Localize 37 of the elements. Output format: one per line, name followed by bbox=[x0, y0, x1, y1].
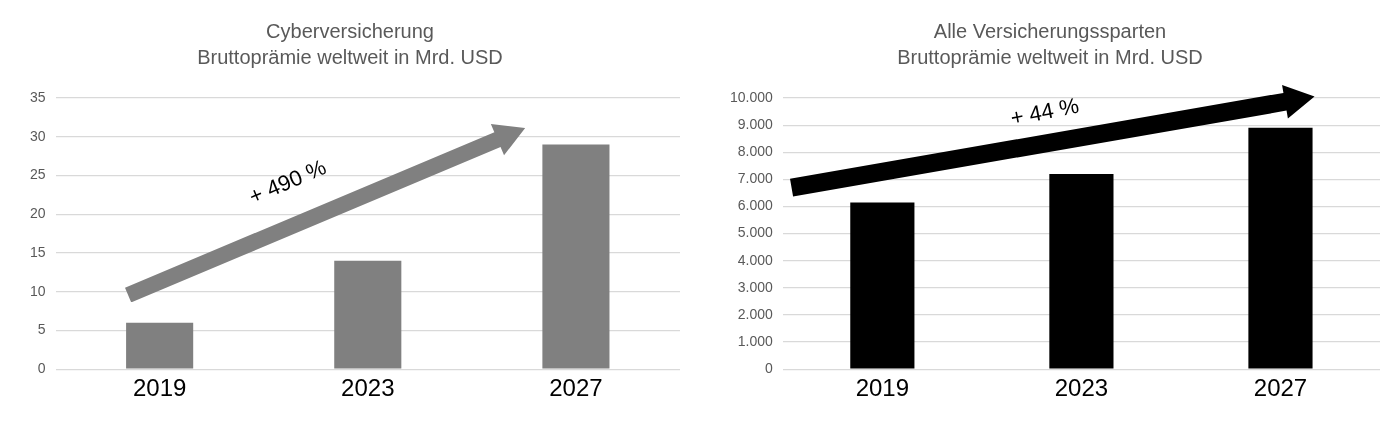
bar bbox=[850, 202, 915, 369]
y-tick-label: 30 bbox=[29, 127, 46, 144]
annotation: + 44 % bbox=[1008, 92, 1082, 131]
x-tick-label: 2027 bbox=[549, 374, 603, 402]
y-tick-label: 5.000 bbox=[737, 224, 774, 241]
bar bbox=[126, 322, 194, 369]
bar bbox=[1248, 127, 1313, 369]
y-tick-label: 7.000 bbox=[737, 170, 774, 187]
y-tick-label: 2.000 bbox=[737, 305, 774, 322]
annotation: + 490 % bbox=[245, 154, 330, 210]
y-tick-label: 10.000 bbox=[729, 88, 774, 105]
bar bbox=[1049, 173, 1114, 369]
y-tick-label: 5 bbox=[37, 321, 46, 338]
y-tick-label: 4.000 bbox=[737, 251, 774, 268]
x-tick-label: 2023 bbox=[1054, 374, 1109, 402]
y-tick-label: 1.000 bbox=[737, 332, 774, 349]
y-tick-label: 15 bbox=[29, 243, 46, 260]
y-tick-label: 9.000 bbox=[737, 115, 774, 132]
y-tick-label: 6.000 bbox=[737, 197, 774, 214]
bar bbox=[334, 260, 402, 369]
y-tick-label: 0 bbox=[765, 360, 774, 377]
y-tick-label: 8.000 bbox=[737, 143, 774, 160]
y-tick-label: 25 bbox=[29, 166, 46, 183]
x-tick-label: 2019 bbox=[132, 374, 187, 402]
y-tick-label: 10 bbox=[29, 282, 46, 299]
chart-title: Alle Versicherungssparten bbox=[933, 19, 1167, 42]
chart-title: Cyberversicherung bbox=[266, 19, 434, 42]
y-tick-label: 0 bbox=[37, 360, 46, 377]
x-tick-label: 2023 bbox=[341, 374, 395, 402]
x-tick-label: 2019 bbox=[855, 374, 910, 402]
chart-subtitle: Bruttoprämie weltweit in Mrd. USD bbox=[197, 45, 503, 68]
bar bbox=[542, 144, 610, 369]
y-tick-label: 3.000 bbox=[737, 278, 774, 295]
x-tick-label: 2027 bbox=[1253, 374, 1308, 402]
chart-subtitle: Bruttoprämie weltweit in Mrd. USD bbox=[897, 45, 1203, 68]
y-tick-label: 35 bbox=[29, 88, 46, 105]
y-tick-label: 20 bbox=[29, 205, 46, 222]
